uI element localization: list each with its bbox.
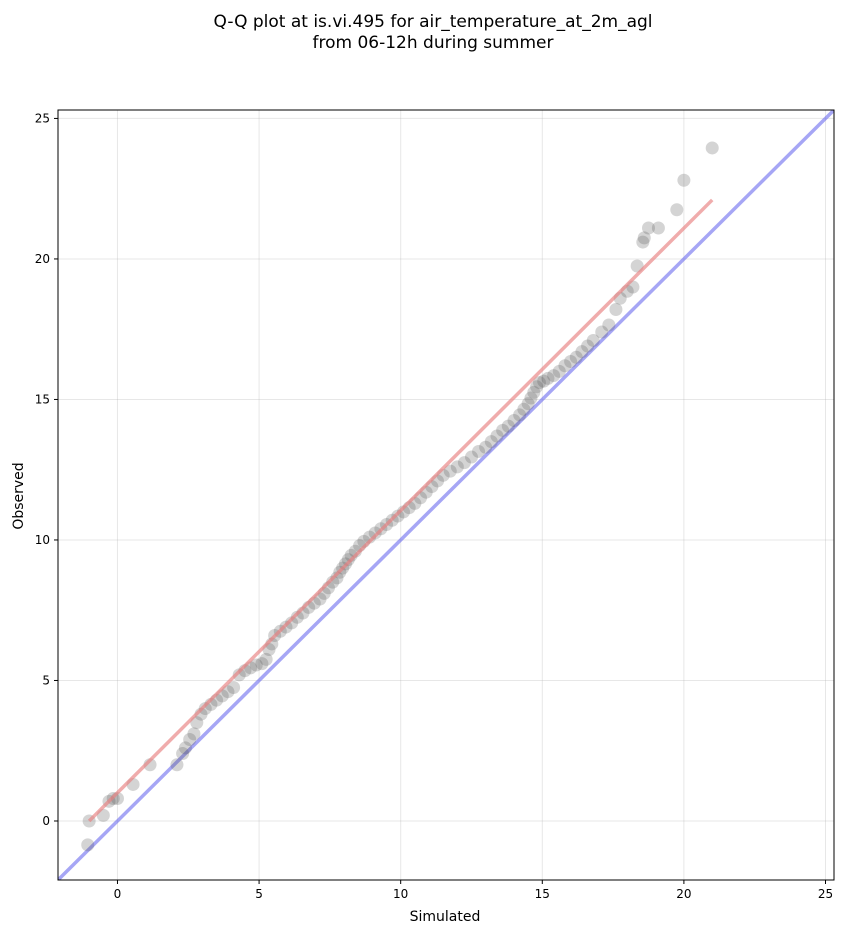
data-point — [507, 414, 521, 428]
y-axis-label: Observed — [11, 462, 27, 529]
data-point — [575, 345, 589, 359]
data-point — [391, 509, 405, 523]
x-tick-label: 25 — [818, 887, 833, 901]
data-point — [636, 235, 650, 249]
data-point — [198, 702, 212, 716]
data-point — [552, 364, 566, 378]
x-tick-label: 20 — [676, 887, 691, 901]
data-point — [558, 359, 572, 373]
data-point — [670, 203, 684, 217]
x-tick-label: 5 — [255, 887, 263, 901]
y-tick-label: 25 — [35, 111, 50, 125]
data-point — [178, 741, 192, 755]
data-point — [569, 350, 583, 364]
x-tick-label: 10 — [393, 887, 408, 901]
data-point — [472, 444, 486, 458]
data-point — [517, 402, 531, 416]
data-point — [530, 380, 544, 394]
grid-lines — [58, 110, 834, 880]
data-point — [547, 369, 561, 383]
data-point — [537, 374, 551, 388]
data-point — [249, 658, 263, 672]
data-point — [677, 173, 691, 187]
data-point — [330, 571, 344, 585]
data-point — [527, 385, 541, 399]
reference-lines — [58, 110, 834, 880]
data-point — [450, 460, 464, 474]
data-point — [232, 668, 246, 682]
data-point — [259, 652, 273, 666]
data-point — [541, 371, 555, 385]
y-tick-label: 10 — [35, 533, 50, 547]
data-point — [581, 339, 595, 353]
y-tick-label: 5 — [42, 673, 50, 687]
data-point — [170, 758, 184, 772]
data-point — [81, 838, 95, 852]
data-point — [651, 221, 665, 235]
data-point — [443, 464, 457, 478]
y-tick-label: 0 — [42, 814, 50, 828]
data-point — [609, 303, 623, 317]
data-point — [457, 456, 471, 470]
data-point — [341, 553, 355, 567]
data-point — [532, 376, 546, 390]
x-tick-label: 0 — [114, 887, 122, 901]
data-point — [326, 575, 340, 589]
data-point — [183, 732, 197, 746]
data-point — [521, 397, 535, 411]
data-point — [368, 526, 382, 540]
data-point — [524, 391, 538, 405]
data-point — [705, 141, 719, 155]
x-axis-ticks: 0 5 10 15 20 25 — [114, 880, 833, 901]
data-point — [564, 355, 578, 369]
data-point — [285, 616, 299, 630]
data-point — [641, 221, 655, 235]
identity-line — [58, 110, 834, 880]
plot-frame — [57, 109, 835, 881]
data-point — [490, 429, 504, 443]
data-point — [479, 440, 493, 454]
data-point — [227, 681, 241, 694]
data-point — [501, 419, 515, 433]
y-tick-label: 20 — [35, 252, 50, 266]
data-point — [176, 747, 190, 761]
data-point — [586, 333, 600, 347]
data-point — [513, 408, 527, 422]
data-point — [484, 435, 498, 449]
y-axis-ticks: 0 5 10 15 20 25 — [35, 111, 58, 828]
data-point — [496, 423, 510, 437]
data-point — [255, 657, 269, 671]
data-point — [187, 727, 201, 741]
x-tick-label: 15 — [535, 887, 550, 901]
data-point — [595, 325, 609, 339]
chart-title-line-1: Q-Q plot at is.vi.495 for air_temperatur… — [213, 12, 652, 32]
scatter-points — [81, 141, 719, 852]
data-point — [464, 450, 478, 464]
data-point — [290, 610, 304, 624]
y-tick-label: 15 — [35, 392, 50, 406]
x-axis-label: Simulated — [410, 909, 481, 925]
data-point — [602, 318, 616, 332]
data-point — [637, 231, 651, 245]
fit-line — [87, 198, 714, 823]
chart-title-line-2: from 06-12h during summer — [313, 33, 554, 53]
data-point — [221, 685, 235, 699]
